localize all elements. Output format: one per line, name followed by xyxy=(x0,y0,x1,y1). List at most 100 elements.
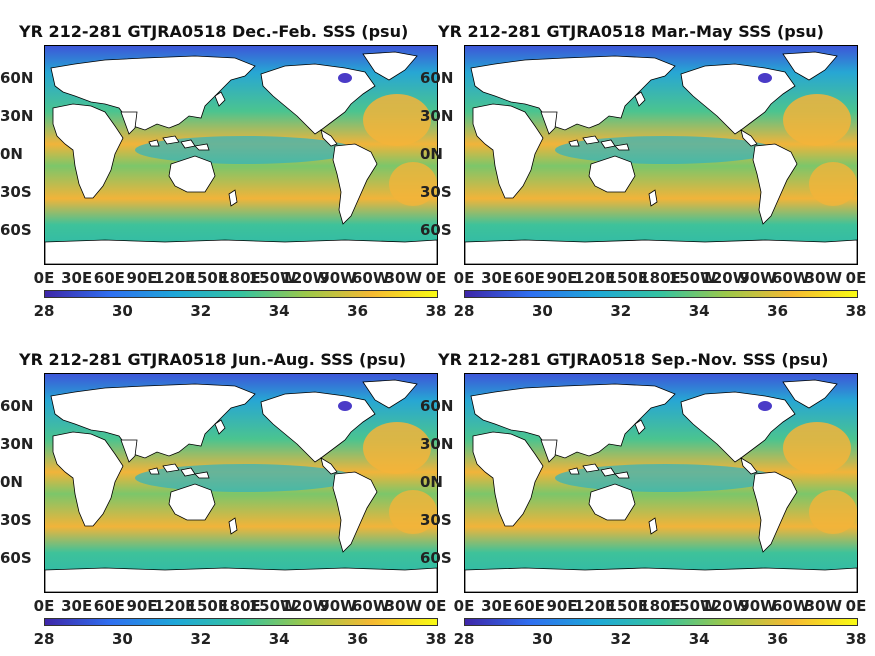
lon-tick-label: 120W xyxy=(281,269,330,287)
landmass xyxy=(588,155,636,193)
lat-tick-label: 60S xyxy=(0,221,32,239)
colorbar-tick-label: 34 xyxy=(268,302,290,320)
lon-tick-label: 0E xyxy=(845,269,867,287)
lat-tick-label: 30N xyxy=(420,107,454,125)
colorbar-tick-label: 34 xyxy=(688,630,710,648)
lon-tick-label: 30W xyxy=(384,597,423,615)
lon-tick-label: 90W xyxy=(319,597,357,615)
lat-tick-label: 30S xyxy=(0,511,32,529)
landmass xyxy=(52,103,124,199)
hudson-bay-low-salinity xyxy=(758,401,772,411)
hudson-bay-low-salinity xyxy=(338,401,352,411)
lat-tick-label: 0N xyxy=(0,473,23,491)
lat-tick-label: 30N xyxy=(0,107,34,125)
sss-map xyxy=(465,46,857,264)
landmass xyxy=(362,51,418,81)
lon-tick-label: 180E xyxy=(639,597,681,615)
lon-tick-label: 120E xyxy=(573,269,616,287)
landmass xyxy=(45,567,437,592)
landmass xyxy=(50,383,256,459)
colorbar-tick-label: 30 xyxy=(531,302,553,320)
colorbar-tick-label: 36 xyxy=(347,630,369,648)
colorbar-tick-label: 34 xyxy=(268,630,290,648)
landmass xyxy=(648,189,658,207)
sss-map xyxy=(45,374,437,592)
landmass xyxy=(582,463,600,473)
landmass xyxy=(634,419,646,435)
lon-tick-label: 0E xyxy=(453,269,475,287)
lat-tick-label: 30N xyxy=(420,435,454,453)
colorbar-tick-label: 30 xyxy=(111,302,133,320)
landmass xyxy=(228,517,238,535)
lat-tick-label: 60N xyxy=(0,397,34,415)
map-panel-mam: YR 212-281 GTJRA0518 Mar.-May SSS (psu) … xyxy=(420,0,875,328)
lon-tick-label: 180E xyxy=(219,269,261,287)
landmass xyxy=(148,467,160,475)
landmass xyxy=(168,155,216,193)
lat-tick-label: 30S xyxy=(420,183,452,201)
landmass xyxy=(148,139,160,147)
landmass xyxy=(470,55,676,131)
colorbar-tick-label: 38 xyxy=(845,630,867,648)
map-panel-son: YR 212-281 GTJRA0518 Sep.-Nov. SSS (psu)… xyxy=(420,328,875,656)
lon-tick-label: 90E xyxy=(546,269,578,287)
map-area xyxy=(44,373,438,593)
landmass xyxy=(540,111,558,135)
lon-tick-label: 60E xyxy=(93,269,125,287)
lon-tick-label: 120W xyxy=(701,597,750,615)
landmass xyxy=(320,129,338,147)
lat-tick-label: 60S xyxy=(0,549,32,567)
lat-tick-label: 60S xyxy=(420,221,452,239)
landmass xyxy=(162,135,180,145)
landmass xyxy=(332,143,378,225)
lon-tick-label: 90E xyxy=(126,269,158,287)
lon-tick-label: 150W xyxy=(248,269,297,287)
landmass xyxy=(740,129,758,147)
colorbar xyxy=(464,618,858,626)
lon-tick-label: 90W xyxy=(739,597,777,615)
colorbar-tick-label: 36 xyxy=(347,302,369,320)
lon-tick-label: 0E xyxy=(453,597,475,615)
colorbar-tick-label: 28 xyxy=(453,630,475,648)
lon-tick-label: 60W xyxy=(351,269,390,287)
lon-tick-label: 90W xyxy=(319,269,357,287)
landmass xyxy=(162,463,180,473)
south-atlantic-high-salinity xyxy=(809,162,857,206)
landmass xyxy=(472,103,544,199)
lon-tick-label: 150E xyxy=(606,269,649,287)
lon-tick-label: 0E xyxy=(425,597,447,615)
colorbar-tick-label: 32 xyxy=(190,630,212,648)
lon-tick-label: 60W xyxy=(771,269,810,287)
landmass xyxy=(194,143,210,151)
south-atlantic-high-salinity xyxy=(809,490,857,534)
landmass xyxy=(214,91,226,107)
lon-tick-label: 60E xyxy=(513,269,545,287)
landmass xyxy=(568,467,580,475)
lon-tick-label: 60E xyxy=(513,597,545,615)
colorbar xyxy=(44,618,438,626)
colorbar-tick-label: 28 xyxy=(453,302,475,320)
lon-tick-label: 120E xyxy=(153,269,196,287)
landmass xyxy=(52,431,124,527)
lon-tick-label: 120E xyxy=(153,597,196,615)
landmass xyxy=(45,239,437,264)
landmass xyxy=(752,143,798,225)
south-atlantic-high-salinity xyxy=(389,490,437,534)
landmass xyxy=(740,457,758,475)
north-atlantic-high-salinity xyxy=(783,94,851,146)
colorbar-tick-label: 28 xyxy=(33,302,55,320)
lat-tick-label: 60N xyxy=(420,397,454,415)
lon-tick-label: 90E xyxy=(546,597,578,615)
lat-tick-label: 30N xyxy=(0,435,34,453)
south-atlantic-high-salinity xyxy=(389,162,437,206)
landmass xyxy=(568,139,580,147)
landmass xyxy=(752,471,798,553)
colorbar-tick-label: 30 xyxy=(111,630,133,648)
landmass xyxy=(582,135,600,145)
colorbar-tick-label: 32 xyxy=(610,302,632,320)
map-area xyxy=(44,45,438,265)
landmass xyxy=(648,517,658,535)
lon-tick-label: 150W xyxy=(248,597,297,615)
map-area xyxy=(464,373,858,593)
landmass xyxy=(614,471,630,479)
